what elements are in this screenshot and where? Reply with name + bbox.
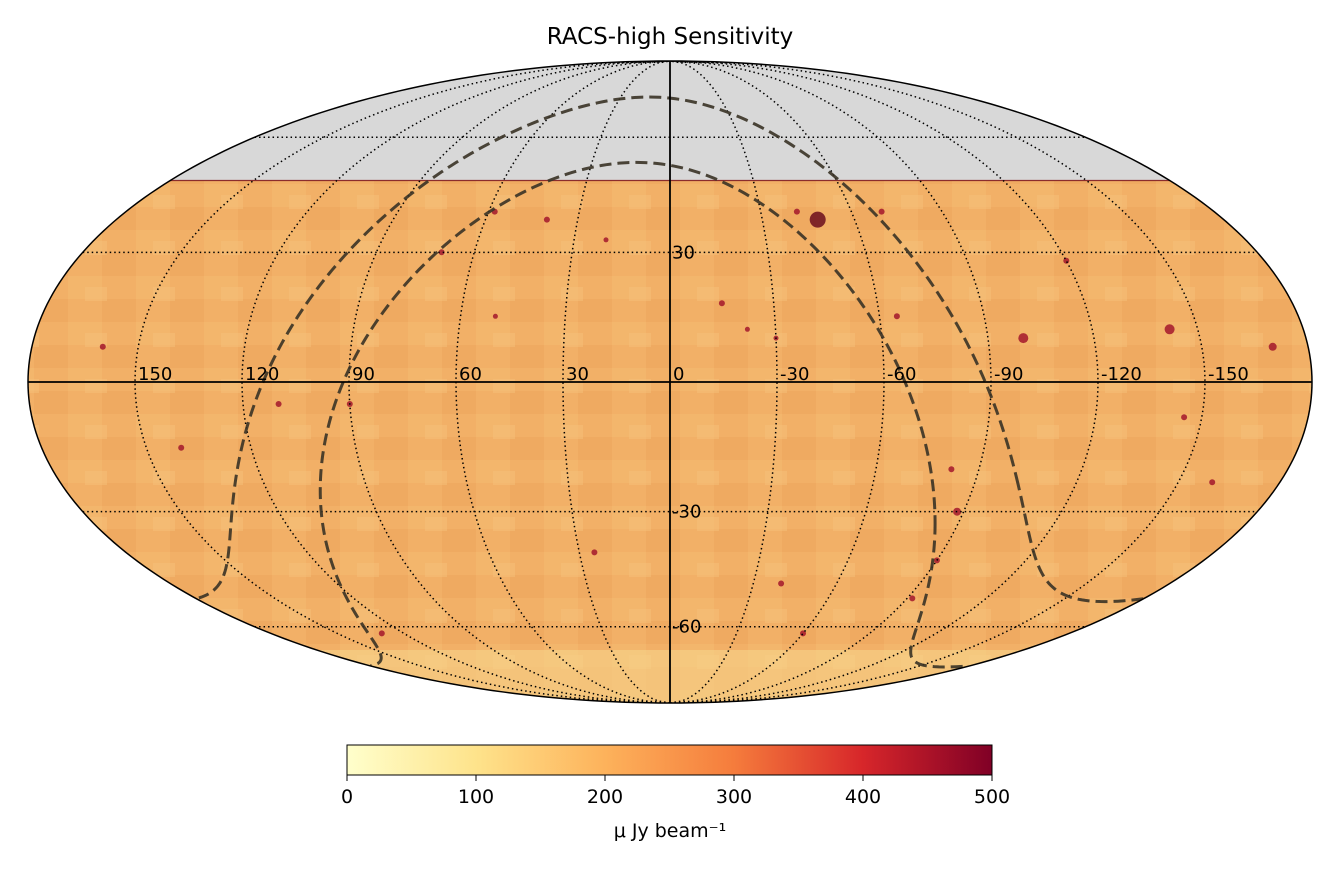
bright-spot (778, 580, 785, 587)
longitude-gridline (241, 61, 671, 703)
colorbar-tick-label: 400 (845, 786, 881, 808)
longitude-gridline (669, 61, 1099, 703)
longitude-tick-label: -60 (887, 364, 916, 385)
bright-spot (378, 630, 385, 637)
colorbar-tick-label: 0 (341, 786, 353, 808)
bright-spot (591, 549, 598, 556)
bright-spot (1181, 414, 1188, 421)
longitude-tick-label: -90 (994, 364, 1023, 385)
colorbar-ticks: 0 100 200 300 400 500 (341, 775, 1010, 808)
longitude-gridline (562, 61, 671, 703)
colorbar-tick-label: 500 (974, 786, 1010, 808)
colorbar-tick-label: 200 (587, 786, 623, 808)
galactic-plane-lines (198, 95, 1144, 669)
bright-spot (178, 444, 185, 451)
bright-spot (744, 326, 750, 332)
colorbar-tick-label: 100 (458, 786, 494, 808)
colorbar-gradient (346, 744, 993, 776)
bright-spots (99, 208, 1277, 637)
latitude-tick-labels: 30 -30 -60 (672, 242, 701, 637)
bright-spot (1268, 342, 1277, 351)
bright-spot (878, 208, 885, 215)
longitude-tick-label: 0 (673, 364, 684, 385)
bright-spot (492, 313, 498, 319)
bright-spot (793, 208, 800, 215)
latitude-tick-label: -30 (672, 502, 701, 523)
colorbar: 0 100 200 300 400 500 μ Jy beam⁻¹ (341, 744, 1010, 842)
longitude-tick-label: -30 (780, 364, 809, 385)
longitude-tick-label: -120 (1101, 364, 1142, 385)
bright-spot (1063, 257, 1070, 264)
latitude-tick-label: 30 (672, 242, 695, 263)
chart-title: RACS-high Sensitivity (547, 24, 794, 50)
latitude-tick-label: -60 (672, 617, 701, 638)
colorbar-tick-label: 300 (716, 786, 752, 808)
south-pole-band (28, 650, 1312, 703)
longitude-tick-labels: 150 120 90 60 30 0 -30 -60 -90 -120 -150 (138, 364, 1249, 385)
longitude-tick-label: 150 (138, 364, 172, 385)
bright-spot (99, 343, 106, 350)
bright-spot (1209, 479, 1216, 486)
bright-spot (893, 313, 900, 320)
bright-spot (718, 300, 725, 307)
longitude-tick-label: 60 (459, 364, 482, 385)
bright-spot (800, 630, 806, 637)
galactic-plane-upper-boundary (198, 95, 1144, 604)
bright-spot (438, 249, 445, 256)
bright-spot (275, 401, 282, 407)
bright-spot (809, 211, 826, 228)
longitude-tick-label: 120 (245, 364, 279, 385)
longitude-tick-label: 30 (566, 364, 589, 385)
bright-spot (1164, 324, 1175, 335)
bright-spot (543, 216, 550, 223)
bright-spot (603, 237, 609, 243)
bright-spot (909, 595, 916, 602)
bright-spot (1018, 333, 1029, 344)
bright-spot (948, 466, 955, 473)
longitude-gridline (669, 61, 778, 703)
longitude-tick-label: -150 (1208, 364, 1249, 385)
colorbar-label: μ Jy beam⁻¹ (614, 820, 727, 842)
galactic-plane-lower-boundary (318, 160, 963, 669)
longitude-tick-label: 90 (352, 364, 375, 385)
